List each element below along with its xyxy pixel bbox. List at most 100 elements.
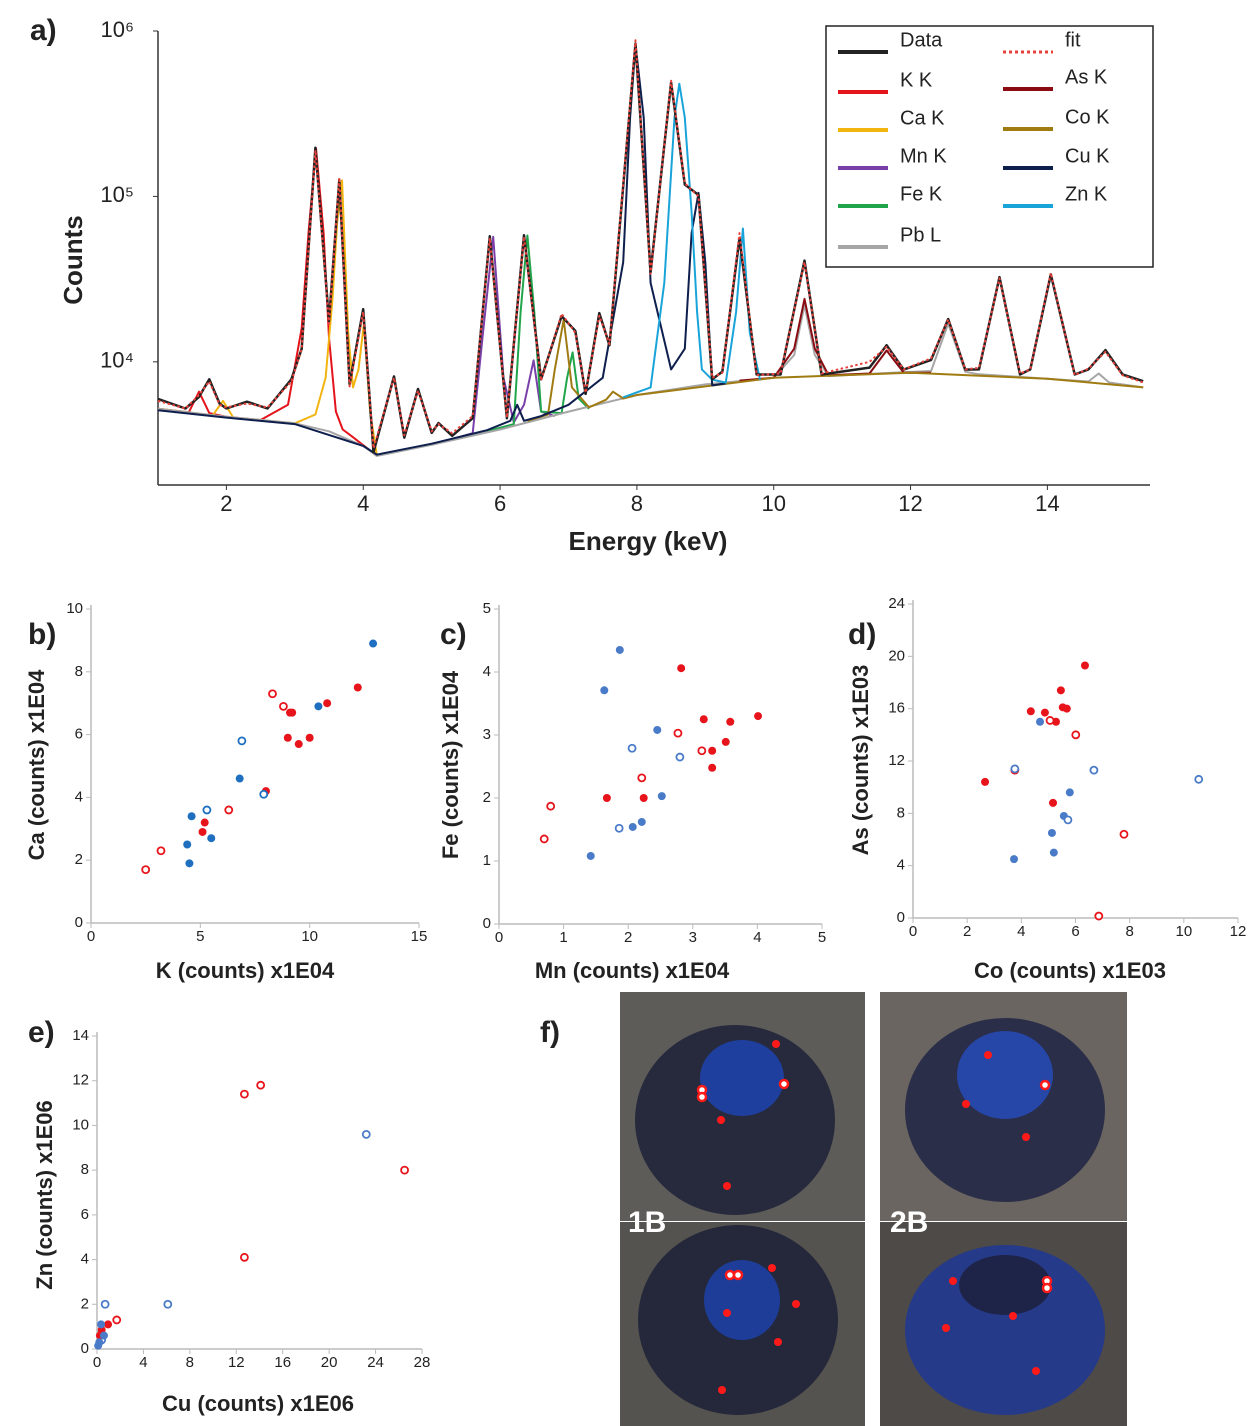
point [1026,707,1035,716]
x-tick-label: 2 [624,929,632,946]
point [237,736,247,746]
y-tick-label: 2 [75,851,83,868]
point [1045,716,1055,725]
y-axis-title: As (counts) x1E03 [848,665,873,856]
x-tick-label: 10 [761,491,785,516]
legend-label: Fe K [900,183,943,205]
point [1010,855,1019,864]
x-tick-label: 14 [1035,491,1059,516]
point [1049,798,1058,807]
legend-box [825,25,1154,268]
x-tick-label: 8 [186,1354,194,1371]
series-line [157,43,726,456]
x-tick-label: 10 [301,928,318,945]
y-tick-label: 2 [81,1295,89,1312]
point [600,686,609,695]
y-tick-label: 10 [66,600,83,617]
point [224,805,234,815]
bead [635,1025,835,1215]
point [1080,661,1089,670]
point [637,817,646,826]
point [353,683,362,692]
bead-hole [959,1255,1051,1315]
point [283,733,292,742]
x-tick-label: 15 [411,928,428,945]
point [1089,765,1099,775]
x-tick-label: 16 [274,1354,291,1371]
point [198,827,207,836]
point [677,664,686,673]
point [400,1165,409,1175]
point [183,840,192,849]
y-tick-label: 4 [81,1251,89,1268]
legend-label: Co K [1065,106,1110,128]
point [240,1089,249,1099]
point [657,792,666,801]
y-tick-label: 10⁴ [100,348,134,373]
x-axis-title: Energy (keV) [569,526,728,556]
legend-label: Ca K [900,107,945,129]
y-tick-label: 2 [483,789,491,806]
y-tick-label: 14 [72,1027,89,1044]
x-tick-label: 5 [818,929,826,946]
x-tick-label: 4 [139,1354,147,1371]
y-tick-label: 0 [483,915,491,932]
y-axis-title: Ca (counts) x1E04 [24,669,49,860]
x-tick-label: 20 [321,1354,338,1371]
y-tick-label: 8 [897,804,905,821]
point [586,851,595,860]
y-tick-label: 4 [897,857,905,874]
point [639,794,648,802]
point [361,1129,371,1139]
point [981,777,990,786]
point [721,737,730,746]
point [141,865,151,875]
y-tick-label: 4 [483,663,491,680]
y-tick-label: 0 [897,909,905,926]
point [97,1320,106,1329]
y-tick-label: 10⁵ [100,182,134,207]
y-axis-title: Zn (counts) x1E06 [32,1100,57,1289]
x-tick-label: 5 [196,928,204,945]
y-axis-title: Fe (counts) x1E04 [438,670,463,859]
point [294,740,303,749]
point [369,639,378,648]
y-tick-label: 12 [888,752,905,769]
series-line [486,234,590,433]
point [100,1299,110,1309]
y-tick-label: 8 [75,663,83,680]
point [697,746,707,756]
x-axis-title: Mn (counts) x1E04 [535,958,730,983]
legend-label: Mn K [900,145,947,167]
point [156,846,166,856]
legend-label: fit [1065,29,1081,51]
point [1094,911,1104,921]
x-tick-label: 12 [898,491,922,516]
point [653,725,662,734]
point [185,859,194,868]
legend-label: Pb L [900,224,941,246]
y-axis-title: Counts [58,215,88,305]
x-tick-label: 6 [494,491,506,516]
x-tick-label: 0 [495,929,503,946]
series-line [527,318,1144,422]
x-tick-label: 0 [93,1354,101,1371]
point [187,812,196,821]
x-tick-label: 0 [87,928,95,945]
point [1194,774,1204,784]
x-tick-label: 3 [689,929,697,946]
x-tick-label: 24 [367,1354,384,1371]
x-tick-label: 12 [228,1354,245,1371]
point [163,1299,173,1309]
point [1071,730,1081,740]
point [305,733,314,742]
point [1062,704,1071,713]
legend-label: Zn K [1065,183,1108,205]
point [673,728,683,738]
legend-label: Cu K [1065,145,1110,167]
y-tick-label: 8 [81,1161,89,1178]
series-line [157,179,378,457]
x-axis-title: Co (counts) x1E03 [974,958,1166,983]
point [627,743,637,753]
